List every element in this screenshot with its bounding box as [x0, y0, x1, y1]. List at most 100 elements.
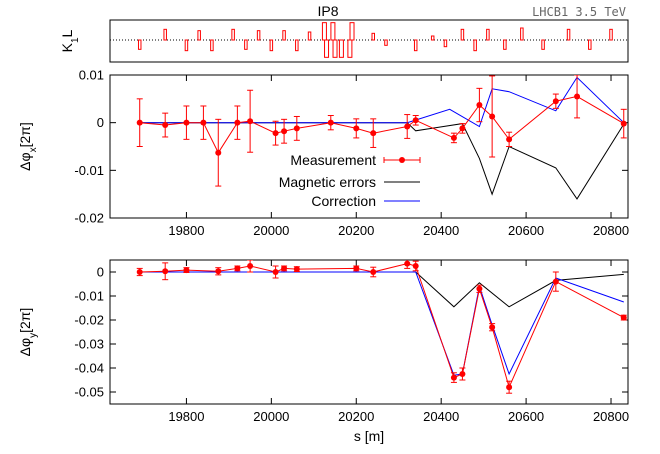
x-measurement-point: [200, 119, 207, 126]
k1l-bar: [330, 22, 336, 41]
k1l-bar: [210, 39, 214, 52]
y-ylabel: Δφy[2π]: [17, 308, 39, 357]
x-measurement-point: [247, 118, 254, 125]
x-measurement-point: [293, 125, 300, 132]
k1l-bar: [332, 39, 338, 58]
k1l-bar: [413, 39, 418, 52]
ip8-annotation: IP8: [317, 3, 338, 19]
y-measurement-point: [620, 314, 627, 321]
y-series-line-1: [139, 271, 624, 308]
x-xtick-label: 19800: [168, 223, 204, 238]
y-series-line-2: [139, 271, 624, 376]
k1l-bar: [473, 39, 477, 52]
x-xtick-label: 20000: [253, 223, 289, 238]
legend-label: Correction: [311, 193, 376, 209]
y-measurement-point: [552, 278, 559, 285]
x-measurement-point: [183, 119, 190, 126]
k1l-bar: [384, 39, 388, 46]
x-series-line-1: [139, 122, 625, 200]
k1l-bar: [338, 39, 344, 58]
x-frame: [109, 74, 629, 219]
x-measurement-point: [162, 122, 169, 129]
x-ylabel: Δφx[2π]: [17, 122, 39, 171]
k1l-bar: [282, 30, 286, 41]
x-xtick-label: 20400: [423, 223, 459, 238]
k1l-bar: [371, 32, 375, 41]
x-measurement-point: [459, 125, 466, 132]
y-measurement-point: [412, 263, 419, 269]
y-measurement-point: [234, 265, 241, 272]
x-ytick-label: 0: [97, 115, 104, 130]
y-measurement-point: [272, 269, 279, 275]
dphiy-panel: 0 -0.01 -0.02 -0.03 -0.04 -0.05 19800 20000 2020…: [17, 259, 629, 444]
y-measurement-point: [370, 269, 377, 275]
x-ytick-label: -0.01: [74, 163, 104, 178]
y-measurement-point: [215, 268, 222, 275]
k1l-bar: [307, 31, 312, 41]
k1l-bar: [503, 39, 507, 50]
k1l-bar: [324, 39, 330, 58]
x-measurement-point: [412, 117, 419, 124]
k1l-bar: [231, 28, 235, 41]
y-frame: [109, 259, 629, 405]
y-ytick-label: -0.04: [74, 361, 104, 376]
x-measurement-point: [574, 93, 581, 100]
x-ytick-label: 0.01: [79, 68, 104, 83]
k1l-bar: [609, 28, 613, 41]
y-ytick-label: -0.01: [74, 289, 104, 304]
x-measurement-point: [370, 130, 377, 137]
x-measurement-point: [281, 128, 288, 135]
y-ytick-label: -0.05: [74, 385, 104, 400]
beam-energy-annotation: LHCB1 3.5 TeV: [532, 5, 626, 19]
y-measurement-point: [136, 269, 143, 275]
y-measurement-point: [247, 263, 254, 269]
y-measurement-point: [183, 267, 190, 274]
k1l-bar: [588, 39, 592, 50]
y-measurement-point: [506, 384, 513, 391]
legend-marker: [399, 157, 405, 163]
y-measurement-point: [162, 268, 169, 275]
y-measurement-point: [476, 285, 483, 292]
y-measurement-point: [353, 265, 360, 272]
y-xtick-label: 20600: [508, 409, 544, 424]
k1l-frame: [109, 19, 629, 63]
x-measurement-point: [476, 102, 483, 109]
k1l-bar: [321, 22, 327, 41]
x-measurement-point: [136, 119, 143, 126]
x-measurement-point: [450, 134, 457, 141]
y-measurement-point: [459, 371, 466, 377]
k1l-bar: [295, 39, 299, 52]
x-measurement-point: [353, 125, 360, 132]
k1l-bar: [566, 28, 571, 41]
k1l-bar: [163, 28, 167, 41]
k1l-bar: [460, 28, 465, 41]
x-ytick-label: -0.02: [74, 211, 104, 226]
y-ytick-label: 0: [97, 265, 104, 280]
k1l-bar: [137, 39, 142, 50]
x-series-line-2: [139, 76, 625, 128]
y-series-line-0: [139, 263, 625, 389]
y-measurement-point: [281, 265, 288, 272]
x-series-line-0: [139, 95, 625, 154]
x-xtick-label: 20200: [338, 223, 374, 238]
x-measurement-point: [272, 130, 279, 137]
x-xtick-label: 20600: [508, 223, 544, 238]
k1l-bar: [184, 39, 189, 52]
x-measurement-point: [234, 119, 241, 126]
y-xtick-label: 20000: [253, 409, 289, 424]
x-measurement-point: [404, 123, 411, 130]
k1l-panel: K1L IP8 LHCB1 3.5 TeV: [59, 3, 629, 63]
legend-label: Measurement: [290, 152, 376, 168]
k1l-bar: [197, 30, 201, 41]
y-xtick-label: 20400: [423, 409, 459, 424]
k1l-bar: [347, 39, 353, 58]
legend: Measurement Magnetic errors Correction: [279, 152, 421, 209]
y-xtick-label: 19800: [168, 409, 204, 424]
y-measurement-point: [404, 260, 411, 267]
y-measurement-point: [450, 374, 457, 381]
y-ytick-label: -0.02: [74, 313, 104, 328]
legend-label: Magnetic errors: [279, 174, 376, 190]
k1l-bar: [443, 39, 448, 48]
dphix-panel: 0.01 0 -0.01 -0.02 19800 20000 20200 20400 20600…: [17, 68, 629, 239]
